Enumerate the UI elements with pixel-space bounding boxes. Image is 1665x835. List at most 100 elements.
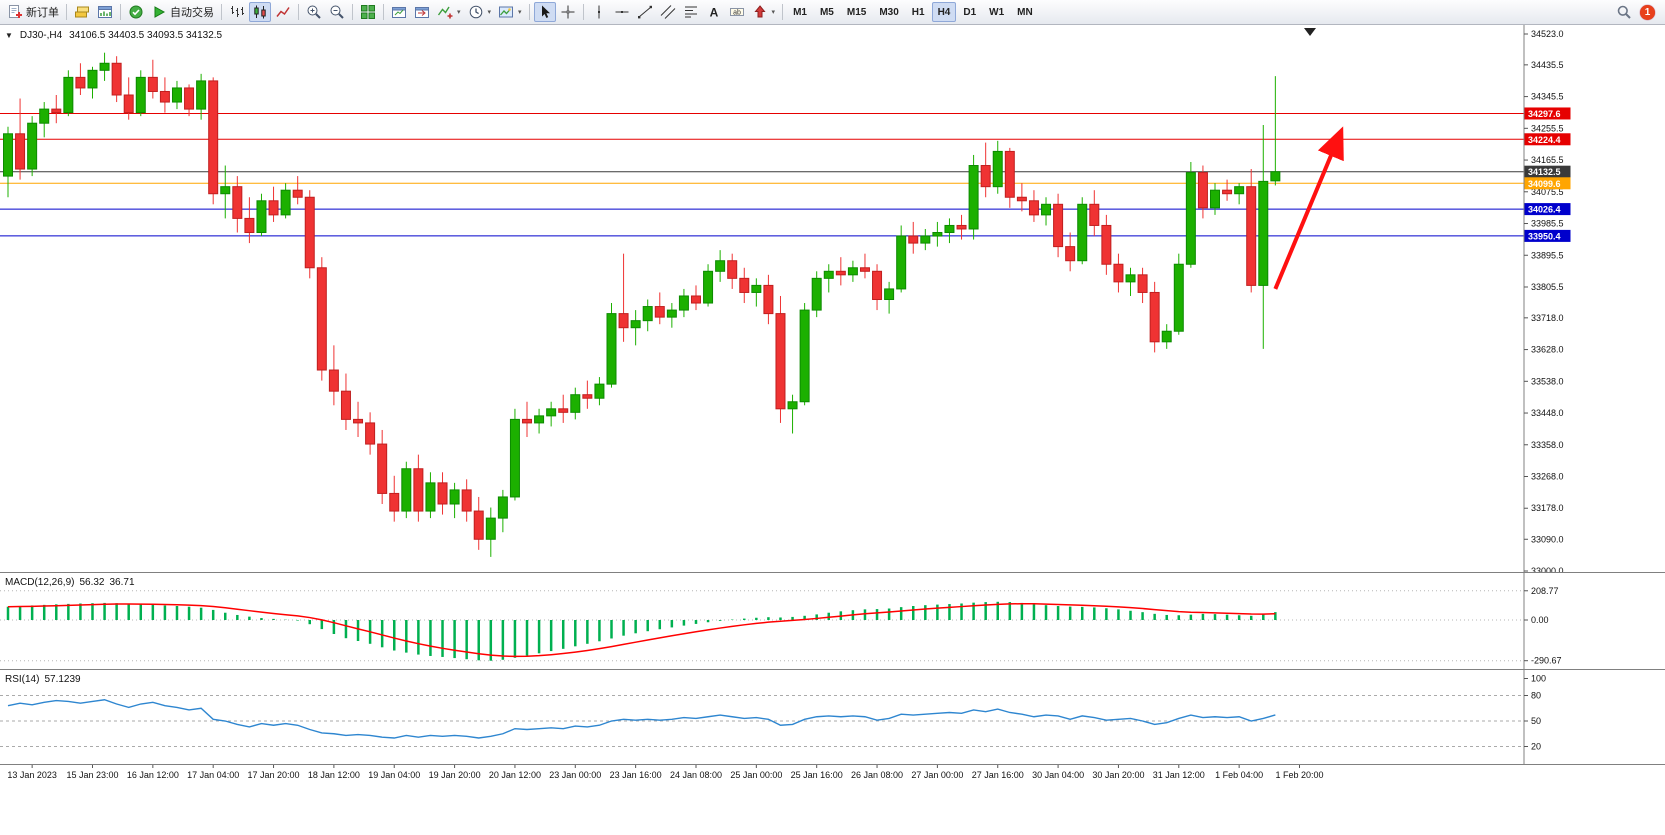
zoom-in-button[interactable] xyxy=(303,2,325,22)
vertical-line-button[interactable] xyxy=(588,2,610,22)
price-axis-label: 34165.5 xyxy=(1531,155,1564,165)
timeframe-m1[interactable]: M1 xyxy=(793,6,807,18)
candles-icon xyxy=(252,4,268,20)
rsi-line xyxy=(7,699,1276,739)
price-axis[interactable]: 34523.0 34435.5 34345.5 34255.5 34165.5 34075… xyxy=(1523,25,1571,572)
new-order-button[interactable]: 新订单 xyxy=(4,2,62,22)
timeframe-d1[interactable]: D1 xyxy=(963,6,977,18)
toolbar-separator xyxy=(221,4,222,20)
line-chart-mode-button[interactable] xyxy=(272,2,294,22)
dropdown-arrow-icon[interactable]: ▾ xyxy=(518,9,522,16)
channel-icon xyxy=(660,4,676,20)
time-axis-label: 31 Jan 12:00 xyxy=(1153,770,1205,780)
fibonacci-button[interactable] xyxy=(680,2,702,22)
equidistant-channel-button[interactable] xyxy=(657,2,679,22)
templates-button[interactable]: ▾ xyxy=(495,2,525,22)
play-icon xyxy=(151,4,167,20)
text-label-button[interactable]: ab xyxy=(726,2,748,22)
autotrading-button[interactable]: 自动交易 xyxy=(148,2,217,22)
cursor-button[interactable] xyxy=(533,2,556,22)
crosshair-button[interactable] xyxy=(557,2,579,22)
auto-scroll-button[interactable] xyxy=(388,2,410,22)
one-click-trading-toggle-icon[interactable]: ▼ xyxy=(5,31,13,40)
macd-value-signal: 36.71 xyxy=(109,577,135,588)
clock-icon xyxy=(468,4,484,20)
fibo-icon xyxy=(683,4,699,20)
time-axis-label: 1 Feb 20:00 xyxy=(1275,770,1323,780)
search-button[interactable] xyxy=(1613,2,1635,22)
timeframe-mn[interactable]: MN xyxy=(1017,6,1033,18)
timeframe-h1[interactable]: H1 xyxy=(911,6,925,18)
price-tag xyxy=(1524,229,1571,242)
dropdown-arrow-icon[interactable]: ▾ xyxy=(771,9,776,16)
time-axis-label: 25 Jan 00:00 xyxy=(730,770,782,780)
price-tag xyxy=(1524,107,1571,120)
periods-button[interactable]: ▾ xyxy=(465,2,495,22)
bars-icon xyxy=(229,4,245,20)
cursor-icon xyxy=(537,4,553,20)
timeframe-h4[interactable]: H4 xyxy=(931,2,957,22)
market-watch-button[interactable] xyxy=(71,2,93,22)
tile-windows-button[interactable] xyxy=(357,2,379,22)
line-chart-icon xyxy=(275,4,291,20)
macd-chart[interactable]: 208.77 0.00 -290.67 xyxy=(0,573,1665,669)
time-axis-label: 15 Jan 23:00 xyxy=(66,770,118,780)
time-axis-label: 18 Jan 12:00 xyxy=(308,770,360,780)
time-axis-label: 19 Jan 20:00 xyxy=(429,770,481,780)
rsi-axis-label: 50 xyxy=(1531,716,1541,726)
dropdown-arrow-icon[interactable]: ▾ xyxy=(457,9,461,16)
chart-window-icon xyxy=(97,4,113,20)
metaeditor-button[interactable] xyxy=(125,2,147,22)
indicator-add-icon xyxy=(437,4,453,20)
chart-shift-marker[interactable] xyxy=(1304,28,1316,36)
horizontal-line-objects xyxy=(0,112,1524,237)
rsi-axis-label: 100 xyxy=(1531,674,1546,684)
time-axis-panel[interactable]: 13 Jan 2023 15 Jan 23:00 16 Jan 12:00 17 Ja… xyxy=(0,764,1665,785)
zoom-out-button[interactable] xyxy=(326,2,348,22)
price-tag xyxy=(1524,165,1571,178)
rsi-panel[interactable]: 100 80 50 20 RSI(14) 57.1239 xyxy=(0,669,1665,764)
macd-label: MACD(12,26,9) 56.32 36.71 xyxy=(5,577,135,588)
timeframe-m30[interactable]: M30 xyxy=(879,6,899,18)
price-tag-label: 34224.4 xyxy=(1528,135,1561,145)
time-axis-label: 25 Jan 16:00 xyxy=(791,770,843,780)
indicators-button[interactable]: ▾ xyxy=(434,2,464,22)
price-axis-label: 33178.0 xyxy=(1531,503,1564,513)
toolbar-separator xyxy=(582,4,584,20)
time-axis[interactable]: 13 Jan 2023 15 Jan 23:00 16 Jan 12:00 17 Ja… xyxy=(0,765,1665,785)
time-axis-label: 1 Feb 04:00 xyxy=(1215,770,1263,780)
zoom-in-icon xyxy=(306,4,322,20)
price-chart-panel[interactable]: 34523.0 34435.5 34345.5 34255.5 34165.5 34075… xyxy=(0,25,1665,572)
bar-chart-mode-button[interactable] xyxy=(226,2,248,22)
candlestick-mode-button[interactable] xyxy=(249,2,271,22)
rsi-name: RSI(14) xyxy=(5,674,40,685)
chart-shift-button[interactable] xyxy=(411,2,433,22)
notification-badge[interactable]: 1 xyxy=(1640,4,1655,20)
trendline-button[interactable] xyxy=(634,2,656,22)
dropdown-arrow-icon[interactable]: ▾ xyxy=(487,9,492,16)
arrows-button[interactable]: ▾ xyxy=(749,2,779,22)
trend-arrow-annotation[interactable] xyxy=(1273,126,1344,290)
rsi-chart[interactable]: 100 80 50 20 xyxy=(0,670,1665,764)
time-axis-label: 24 Jan 08:00 xyxy=(670,770,722,780)
symbol-period-label: DJ30-,H4 xyxy=(19,30,63,41)
price-axis-label: 33985.5 xyxy=(1531,219,1564,229)
text-button[interactable]: A xyxy=(703,2,725,22)
zoom-out-icon xyxy=(329,4,345,20)
timeframe-w1[interactable]: W1 xyxy=(989,6,1005,18)
autotrading-label: 自动交易 xyxy=(170,7,214,19)
text-a-icon: A xyxy=(706,4,722,20)
timeframe-m5[interactable]: M5 xyxy=(819,6,834,18)
price-tag-label: 34297.6 xyxy=(1528,109,1561,119)
horizontal-line-button[interactable] xyxy=(611,2,633,22)
toolbar-separator xyxy=(383,4,384,20)
trendline-icon xyxy=(637,4,653,20)
crosshair-icon xyxy=(560,4,576,20)
price-axis-label: 34345.5 xyxy=(1531,92,1564,102)
timeframe-m15[interactable]: M15 xyxy=(846,6,867,18)
toolbar-separator xyxy=(352,4,353,20)
price-chart[interactable]: 34523.0 34435.5 34345.5 34255.5 34165.5 34075… xyxy=(0,25,1665,572)
chart-list-button[interactable] xyxy=(94,2,116,22)
time-axis-label: 20 Jan 12:00 xyxy=(489,770,541,780)
macd-panel[interactable]: 208.77 0.00 -290.67 MACD(12,26,9) 56.32 36… xyxy=(0,572,1665,669)
